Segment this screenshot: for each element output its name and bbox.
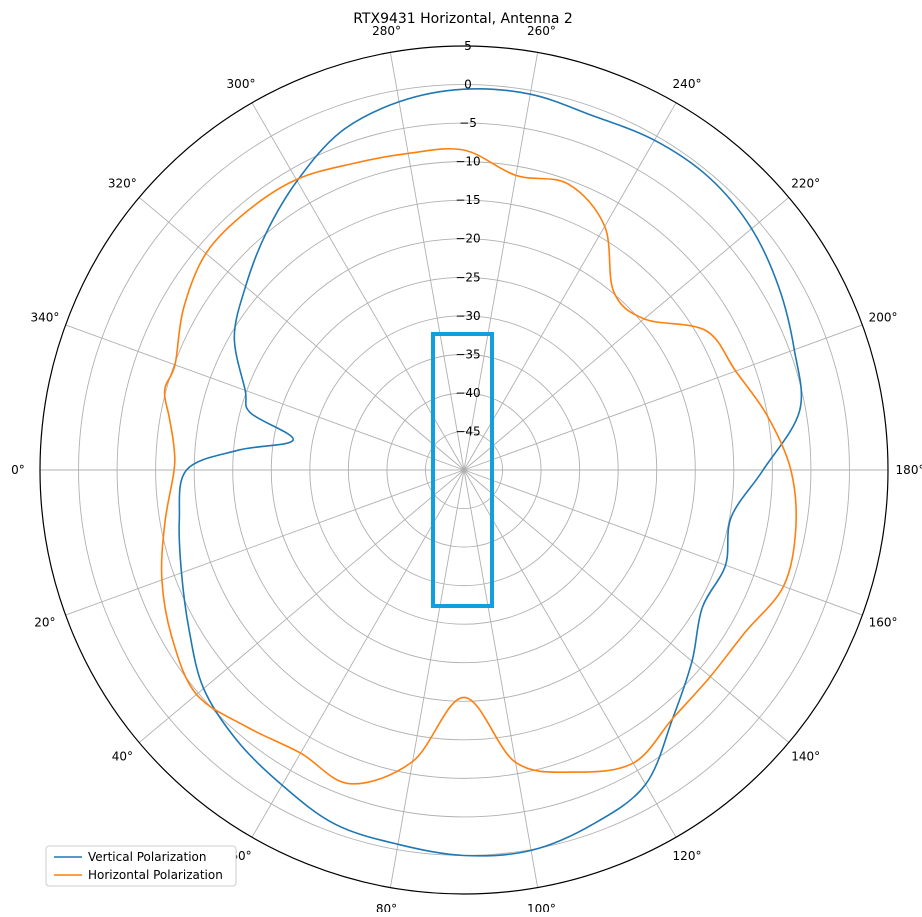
legend-entry: Vertical Polarization bbox=[88, 850, 206, 864]
angle-gridline bbox=[251, 102, 465, 471]
angle-gridline bbox=[463, 52, 539, 471]
angle-gridline bbox=[389, 469, 465, 888]
radial-tick-label: −45 bbox=[455, 424, 480, 438]
angle-tick-label: 100° bbox=[527, 902, 556, 912]
angle-tick-label: 160° bbox=[869, 616, 898, 630]
angle-tick-label: 200° bbox=[869, 310, 898, 324]
radial-tick-label: −15 bbox=[455, 193, 480, 207]
angle-gridline bbox=[389, 52, 465, 471]
angle-tick-label: 180° bbox=[896, 463, 922, 477]
legend-box bbox=[45, 845, 237, 887]
radial-tick-label: 0 bbox=[464, 78, 472, 92]
angle-gridline bbox=[463, 469, 863, 616]
angle-tick-labels: 0°20°40°60°80° 100°120°140°160°180°200°22… bbox=[11, 24, 922, 916]
outer-spine bbox=[39, 45, 889, 895]
legend: Vertical Polarization Horizontal Polariza… bbox=[45, 845, 237, 887]
legend-entry: Horizontal Polarization bbox=[88, 868, 223, 882]
angle-tick-label: 320° bbox=[108, 176, 137, 190]
radial-tick-label: −5 bbox=[459, 116, 477, 130]
angle-tick-label: 140° bbox=[791, 750, 820, 764]
angle-tick-label: 0° bbox=[11, 463, 25, 477]
angle-gridline bbox=[463, 469, 677, 838]
angle-gridline bbox=[463, 324, 863, 471]
angle-tick-label: 220° bbox=[791, 176, 820, 190]
angle-tick-label: 340° bbox=[30, 310, 59, 324]
series-line-1 bbox=[160, 147, 797, 785]
radial-tick-label: 5 bbox=[464, 39, 472, 53]
angle-tick-label: 240° bbox=[673, 77, 702, 91]
angle-tick-label: 280° bbox=[372, 24, 401, 38]
series-layer bbox=[160, 87, 803, 857]
angle-gridline bbox=[138, 469, 465, 743]
radial-tick-label: −35 bbox=[455, 347, 480, 361]
series-line-0 bbox=[178, 87, 803, 857]
angle-gridline bbox=[251, 469, 465, 838]
chart-title: RTX9431 Horizontal, Antenna 2 bbox=[353, 11, 573, 27]
radial-tick-label: −40 bbox=[455, 386, 480, 400]
angle-gridline bbox=[65, 469, 465, 616]
highlight-box bbox=[431, 332, 494, 608]
angle-tick-label: 260° bbox=[527, 24, 556, 38]
angle-tick-label: 20° bbox=[34, 616, 55, 630]
angle-tick-label: 40° bbox=[112, 750, 133, 764]
angle-gridline bbox=[138, 197, 465, 471]
radial-tick-label: −20 bbox=[455, 232, 480, 246]
radial-tick-label: −25 bbox=[455, 270, 480, 284]
angle-gridline bbox=[463, 102, 677, 471]
angle-gridline bbox=[65, 324, 465, 471]
angle-tick-label: 120° bbox=[673, 849, 702, 863]
angle-tick-label: 80° bbox=[376, 902, 397, 912]
angle-gridline bbox=[463, 469, 539, 888]
radial-tick-labels: 5 0 −5 −10 −15 −20 −25 −30 −35 −40 −45 bbox=[455, 39, 480, 438]
angle-gridline bbox=[463, 469, 790, 743]
angle-gridline bbox=[463, 197, 790, 471]
angle-tick-label: 300° bbox=[227, 77, 256, 91]
grid-layer bbox=[39, 45, 889, 895]
radial-tick-label: −10 bbox=[455, 155, 480, 169]
radial-tick-label: −30 bbox=[455, 309, 480, 323]
